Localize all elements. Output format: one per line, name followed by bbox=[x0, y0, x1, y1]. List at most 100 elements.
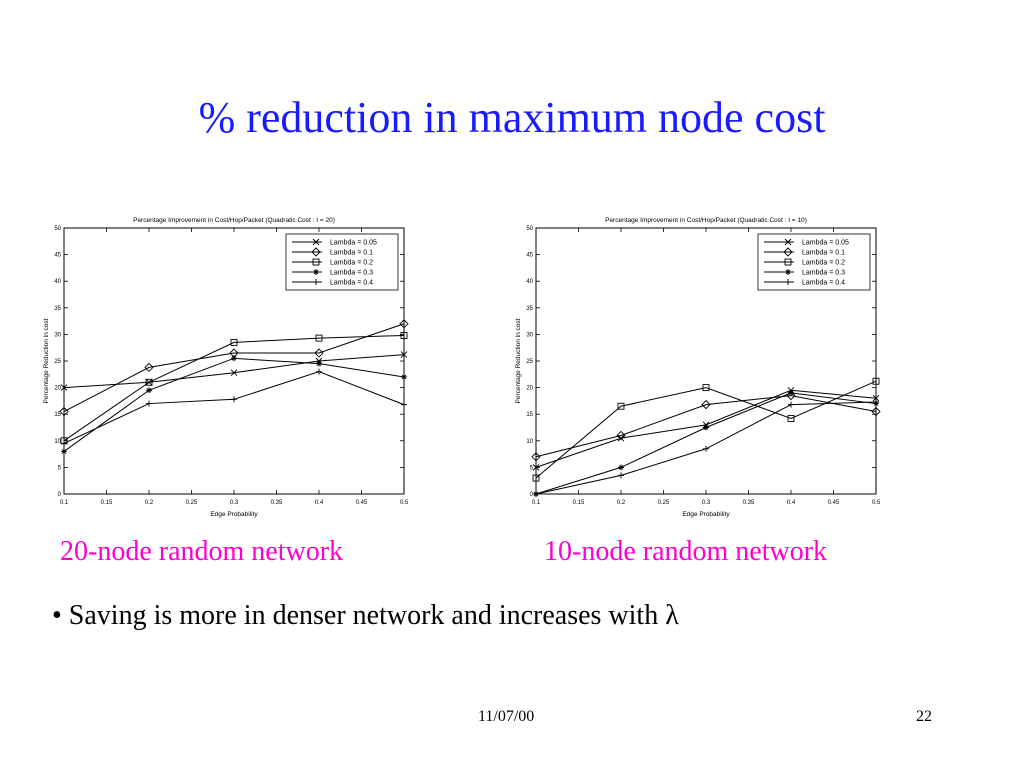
y-tick-label: 5 bbox=[58, 465, 62, 471]
data-point bbox=[532, 464, 540, 471]
data-point bbox=[872, 377, 880, 385]
series-line bbox=[63, 323, 405, 412]
x-tick-label: 0.5 bbox=[872, 500, 881, 506]
data-point bbox=[61, 448, 67, 455]
data-point bbox=[400, 332, 408, 339]
y-tick-label: 10 bbox=[526, 439, 533, 445]
footer-date: 11/07/00 bbox=[478, 708, 535, 725]
x-tick-label: 0.1 bbox=[60, 500, 69, 506]
data-point bbox=[532, 474, 540, 482]
data-point bbox=[616, 430, 626, 441]
y-axis-label: Percentage Reduction in cost bbox=[515, 318, 522, 403]
legend-label: Lambda = 0.05 bbox=[802, 240, 849, 247]
legend-marker bbox=[311, 247, 321, 257]
series-3 bbox=[532, 377, 880, 482]
chart-10-node: Percentage Improvement in Cost/Hop/Packe… bbox=[512, 210, 884, 527]
x-tick-label: 0.15 bbox=[573, 500, 585, 506]
x-tick-label: 0.4 bbox=[787, 500, 796, 506]
y-tick-label: 50 bbox=[526, 226, 533, 232]
data-point bbox=[872, 394, 880, 402]
series-2 bbox=[59, 319, 409, 417]
x-tick-label: 0.5 bbox=[400, 500, 409, 506]
x-tick-label: 0.35 bbox=[271, 500, 283, 506]
series-4 bbox=[61, 355, 407, 455]
chart-20-node-svg: Percentage Improvement in Cost/Hop/Packe… bbox=[43, 217, 409, 518]
data-point bbox=[401, 401, 407, 408]
x-axis-label: Edge Probability bbox=[682, 511, 730, 518]
y-tick-label: 25 bbox=[54, 359, 61, 365]
y-tick-label: 0 bbox=[58, 492, 62, 498]
chart-20-node: Percentage Improvement in Cost/Hop/Packe… bbox=[40, 210, 412, 527]
data-point bbox=[400, 351, 408, 358]
y-tick-label: 45 bbox=[54, 253, 61, 259]
legend-marker bbox=[784, 238, 792, 246]
series-2 bbox=[531, 390, 881, 462]
x-tick-label: 0.45 bbox=[828, 500, 840, 506]
data-point bbox=[871, 406, 881, 417]
data-point bbox=[61, 440, 67, 447]
data-point bbox=[315, 334, 323, 342]
data-point bbox=[399, 319, 409, 329]
legend-label: Lambda = 0.2 bbox=[802, 260, 845, 267]
series-line bbox=[535, 395, 877, 458]
legend-box bbox=[757, 233, 871, 291]
x-tick-label: 0.15 bbox=[101, 500, 113, 506]
y-tick-label: 40 bbox=[54, 279, 61, 285]
data-point bbox=[703, 445, 709, 452]
y-tick-label: 20 bbox=[54, 386, 61, 392]
legend-label: Lambda = 0.4 bbox=[802, 280, 845, 287]
bullet-point: • Saving is more in denser network and i… bbox=[52, 600, 679, 631]
y-tick-label: 45 bbox=[526, 253, 533, 259]
y-tick-label: 50 bbox=[54, 226, 61, 232]
data-point bbox=[144, 362, 154, 373]
data-point bbox=[146, 387, 152, 394]
y-tick-label: 15 bbox=[54, 412, 61, 418]
data-point bbox=[230, 369, 238, 377]
data-point bbox=[146, 400, 152, 407]
data-point bbox=[59, 406, 69, 417]
y-tick-label: 30 bbox=[526, 332, 533, 338]
chart-title: Percentage Improvement in Cost/Hop/Packe… bbox=[605, 217, 807, 224]
caption-20-node: 20-node random network bbox=[60, 536, 344, 567]
series-line bbox=[63, 334, 405, 442]
y-tick-label: 35 bbox=[526, 306, 533, 312]
legend-label: Lambda = 0.3 bbox=[802, 270, 845, 277]
legend-marker bbox=[312, 238, 320, 246]
y-tick-label: 5 bbox=[530, 465, 534, 471]
y-tick-label: 40 bbox=[526, 279, 533, 285]
data-point bbox=[401, 373, 407, 380]
slide-title: % reduction in maximum node cost bbox=[198, 93, 826, 142]
legend-marker bbox=[313, 279, 319, 285]
legend-marker bbox=[785, 269, 791, 275]
legend-label: Lambda = 0.05 bbox=[330, 240, 377, 247]
y-tick-label: 10 bbox=[54, 439, 61, 445]
data-point bbox=[788, 401, 794, 408]
x-tick-label: 0.2 bbox=[145, 500, 154, 506]
data-point bbox=[787, 415, 795, 422]
caption-10-node: 10-node random network bbox=[544, 536, 828, 567]
data-point bbox=[617, 402, 625, 410]
legend-marker bbox=[313, 269, 319, 275]
data-point bbox=[316, 360, 322, 367]
x-tick-label: 0.3 bbox=[702, 500, 711, 506]
chart-10-node-svg: Percentage Improvement in Cost/Hop/Packe… bbox=[515, 217, 881, 518]
x-tick-label: 0.25 bbox=[186, 500, 198, 506]
y-tick-label: 30 bbox=[54, 332, 61, 338]
legend-marker bbox=[784, 258, 792, 266]
x-tick-label: 0.45 bbox=[356, 500, 368, 506]
legend: Lambda = 0.05 Lambda = 0.1 Lambda = 0.2 Lam… bbox=[757, 233, 871, 291]
x-tick-label: 0.3 bbox=[230, 500, 239, 506]
data-point bbox=[702, 384, 710, 392]
data-point bbox=[316, 368, 322, 375]
data-point bbox=[531, 452, 541, 462]
data-point bbox=[618, 464, 624, 471]
series-line bbox=[535, 380, 877, 479]
data-point bbox=[618, 472, 624, 479]
legend-marker bbox=[312, 258, 320, 266]
data-point bbox=[788, 389, 794, 396]
legend-label: Lambda = 0.1 bbox=[802, 250, 845, 257]
x-tick-label: 0.1 bbox=[532, 500, 541, 506]
data-point bbox=[703, 424, 709, 431]
legend-label: Lambda = 0.4 bbox=[330, 280, 373, 287]
data-point bbox=[60, 384, 68, 391]
